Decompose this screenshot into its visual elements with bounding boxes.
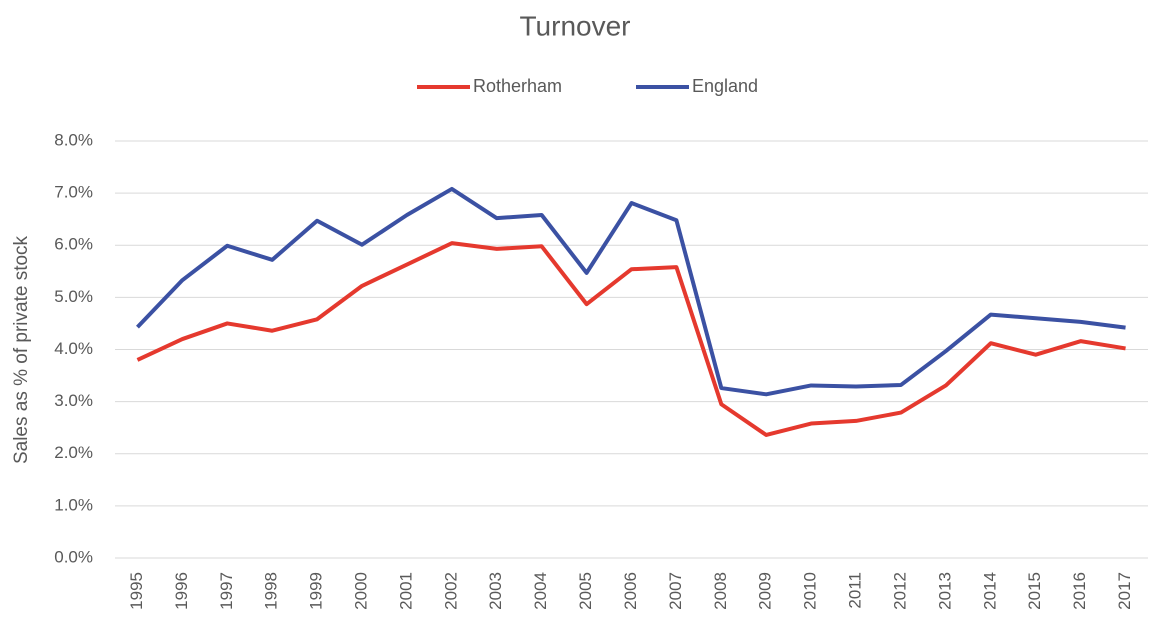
y-tick-label: 8.0% xyxy=(54,130,93,149)
x-tick-label: 2004 xyxy=(531,572,550,610)
x-tick-label: 2014 xyxy=(980,572,999,610)
x-tick-label: 2006 xyxy=(621,572,640,610)
x-tick-label: 1999 xyxy=(307,572,326,610)
x-tick-label: 1998 xyxy=(262,572,281,610)
line xyxy=(136,241,1126,437)
x-tick-label: 2015 xyxy=(1025,572,1044,610)
x-tick-label: 2009 xyxy=(756,572,775,610)
y-tick-label: 7.0% xyxy=(54,183,93,202)
x-tick-label: 1995 xyxy=(127,572,146,610)
y-tick-label: 3.0% xyxy=(54,391,93,410)
y-tick-label: 1.0% xyxy=(54,495,93,514)
y-tick-label: 2.0% xyxy=(54,443,93,462)
y-tick-label: 4.0% xyxy=(54,339,93,358)
x-tick-label: 2000 xyxy=(352,572,371,610)
x-tick-label: 2001 xyxy=(396,572,415,610)
chart-title: Turnover xyxy=(519,10,630,41)
x-tick-label: 2005 xyxy=(576,572,595,610)
x-tick-label: 1997 xyxy=(217,572,236,610)
x-tick-label: 2003 xyxy=(486,572,505,610)
x-tick-label: 2017 xyxy=(1115,572,1134,610)
x-tick-label: 2007 xyxy=(666,572,685,610)
x-tick-label: 2012 xyxy=(890,572,909,610)
y-tick-label: 6.0% xyxy=(54,235,93,254)
x-tick-label: 1996 xyxy=(172,572,191,610)
x-tick-label: 2008 xyxy=(711,572,730,610)
x-tick-label: 2010 xyxy=(801,572,820,610)
x-tick-label: 2002 xyxy=(441,572,460,610)
y-tick-label: 0.0% xyxy=(54,547,93,566)
legend-label: Rotherham xyxy=(473,76,562,96)
legend-label: England xyxy=(692,76,758,96)
y-tick-label: 5.0% xyxy=(54,287,93,306)
x-tick-label: 2013 xyxy=(935,572,954,610)
x-tick-label: 2011 xyxy=(846,572,865,609)
x-tick-label: 2016 xyxy=(1070,572,1089,610)
line xyxy=(136,186,1126,397)
y-axis-label: Sales as % of private stock xyxy=(11,235,32,464)
